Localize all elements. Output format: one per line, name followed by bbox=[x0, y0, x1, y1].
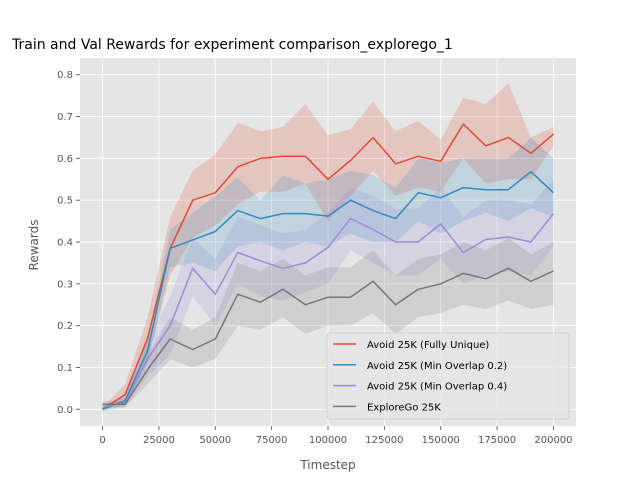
series-0-band bbox=[102, 83, 554, 410]
y-axis-ticks: 0.0 0.1 0.2 0.3 0.4 0.5 0.6 0.7 0.8 bbox=[57, 70, 80, 416]
y-tick-label: 0.1 bbox=[57, 363, 73, 374]
y-tick-label: 0.3 bbox=[57, 279, 73, 290]
x-tick-label: 200000 bbox=[534, 435, 572, 446]
x-tick-label: 25000 bbox=[143, 435, 175, 446]
x-tick-label: 175000 bbox=[478, 435, 516, 446]
x-axis-ticks: 0 25000 50000 75000 100000 125000 150000 175000… bbox=[99, 426, 573, 446]
x-tick-label: 75000 bbox=[256, 435, 288, 446]
x-tick-label: 150000 bbox=[422, 435, 460, 446]
x-tick-label: 0 bbox=[99, 435, 105, 446]
legend-label: Avoid 25K (Fully Unique) bbox=[367, 340, 489, 351]
legend-label: ExploreGo 25K bbox=[367, 402, 441, 413]
y-tick-label: 0.5 bbox=[57, 196, 73, 207]
series-1-line bbox=[102, 170, 555, 411]
confidence-bands bbox=[102, 83, 554, 412]
series-1-band bbox=[102, 137, 554, 412]
legend-label: Avoid 25K (Min Overlap 0.2) bbox=[367, 361, 507, 372]
y-tick-label: 0.6 bbox=[57, 154, 73, 165]
legend: Avoid 25K (Fully Unique) Avoid 25K (Min O… bbox=[326, 332, 570, 420]
y-tick-label: 0.2 bbox=[57, 321, 73, 332]
chart-title: Train and Val Rewards for experiment com… bbox=[11, 37, 453, 53]
legend-box bbox=[326, 332, 570, 420]
x-tick-label: 100000 bbox=[309, 435, 347, 446]
series-0-line bbox=[102, 123, 554, 410]
y-axis-label: Rewards bbox=[27, 220, 41, 271]
x-axis-label: Timestep bbox=[299, 458, 355, 472]
series-3-band bbox=[102, 237, 554, 408]
y-tick-label: 0.4 bbox=[57, 238, 73, 249]
y-tick-label: 0.8 bbox=[57, 70, 73, 81]
series-2-line bbox=[102, 213, 555, 408]
series-2-band bbox=[102, 179, 554, 410]
series-3-line bbox=[102, 267, 554, 406]
legend-label: Avoid 25K (Min Overlap 0.4) bbox=[367, 382, 507, 393]
x-tick-label: 50000 bbox=[199, 435, 231, 446]
y-tick-label: 0.7 bbox=[57, 112, 73, 123]
x-tick-label: 125000 bbox=[365, 435, 403, 446]
y-tick-label: 0.0 bbox=[57, 405, 73, 416]
series-lines bbox=[102, 123, 555, 411]
